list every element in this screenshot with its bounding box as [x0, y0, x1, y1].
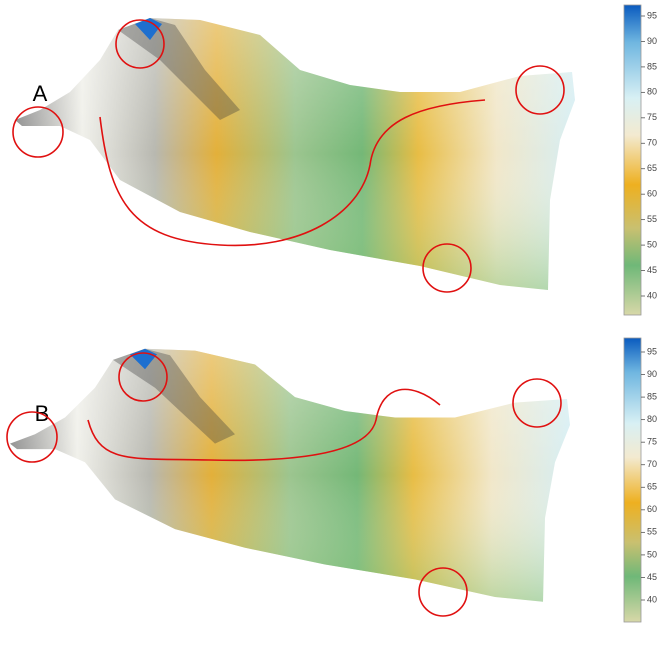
colorbar-ticks: 95 90 85 80 75 70 65 60 55 50 45 40: [641, 10, 657, 300]
colorbar-tick-label: 75: [647, 437, 657, 447]
colorbar-tick-label: 60: [647, 504, 657, 514]
colorbar-tick-label: 95: [647, 346, 657, 356]
panel-label: A: [33, 81, 48, 106]
terrain-surface: [10, 349, 570, 602]
colorbar-tick-label: 55: [647, 214, 657, 224]
colorbar-tick-label: 65: [647, 482, 657, 492]
colorbar-ticks: 95 90 85 80 75 70 65 60 55 50 45 40: [641, 346, 657, 604]
colorbar-tick-label: 50: [647, 549, 657, 559]
colorbar-tick-label: 90: [647, 36, 657, 46]
colorbar-tick-label: 50: [647, 239, 657, 249]
colorbar-tick-label: 40: [647, 594, 657, 604]
colorbar-tick-label: 70: [647, 138, 657, 148]
colorbar: [624, 338, 641, 622]
colorbar-tick-label: 70: [647, 459, 657, 469]
colorbar-tick-label: 45: [647, 572, 657, 582]
colorbar-tick-label: 80: [647, 87, 657, 97]
terrain-surface: [15, 18, 575, 290]
figure: A 959085807570656055504540 B 95908580757…: [0, 0, 664, 650]
colorbar-tick-label: 75: [647, 112, 657, 122]
colorbar-tick-label: 65: [647, 163, 657, 173]
page: A 959085807570656055504540 B 95908580757…: [0, 0, 664, 650]
colorbar-tick-label: 45: [647, 265, 657, 275]
colorbar-tick-label: 55: [647, 527, 657, 537]
panel-a: A 95 90 85 80 75 70 65 60 55 50 45 40: [13, 5, 657, 315]
colorbar-tick-label: 85: [647, 391, 657, 401]
colorbar-tick-label: 40: [647, 290, 657, 300]
colorbar-tick-label: 90: [647, 369, 657, 379]
colorbar-tick-label: 85: [647, 61, 657, 71]
colorbar-tick-label: 80: [647, 414, 657, 424]
colorbar-tick-label: 60: [647, 189, 657, 199]
colorbar-tick-label: 95: [647, 10, 657, 20]
colorbar: [624, 5, 641, 315]
